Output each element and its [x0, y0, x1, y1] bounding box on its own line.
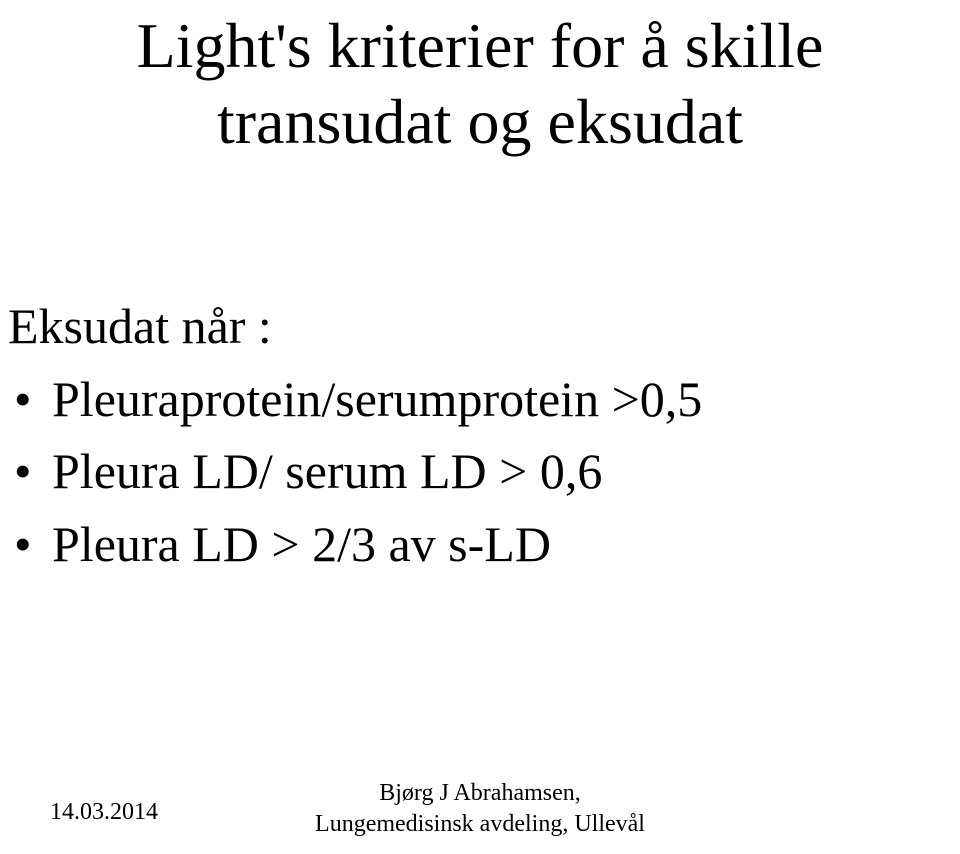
- bullet-item: Pleura LD > 2/3 av s-LD: [0, 508, 960, 581]
- bullet-list: Pleuraprotein/serumprotein >0,5 Pleura L…: [0, 363, 960, 581]
- footer-author-line-2: Lungemedisinsk avdeling, Ullevål: [0, 809, 960, 840]
- bullet-item: Pleuraprotein/serumprotein >0,5: [0, 363, 960, 436]
- bullet-text: Pleuraprotein/serumprotein >0,5: [52, 371, 702, 427]
- slide-title: Light's kriterier for å skille transudat…: [0, 0, 960, 159]
- title-line-2: transudat og eksudat: [0, 84, 960, 160]
- title-line-1: Light's kriterier for å skille: [0, 8, 960, 84]
- footer-author: Bjørg J Abrahamsen, Lungemedisinsk avdel…: [0, 778, 960, 840]
- lead-text: Eksudat når :: [8, 290, 960, 363]
- bullet-text: Pleura LD > 2/3 av s-LD: [52, 516, 551, 572]
- footer-author-line-1: Bjørg J Abrahamsen,: [0, 778, 960, 809]
- slide: Light's kriterier for å skille transudat…: [0, 0, 960, 854]
- bullet-item: Pleura LD/ serum LD > 0,6: [0, 435, 960, 508]
- slide-body: Eksudat når : Pleuraprotein/serumprotein…: [0, 290, 960, 580]
- bullet-text: Pleura LD/ serum LD > 0,6: [52, 443, 602, 499]
